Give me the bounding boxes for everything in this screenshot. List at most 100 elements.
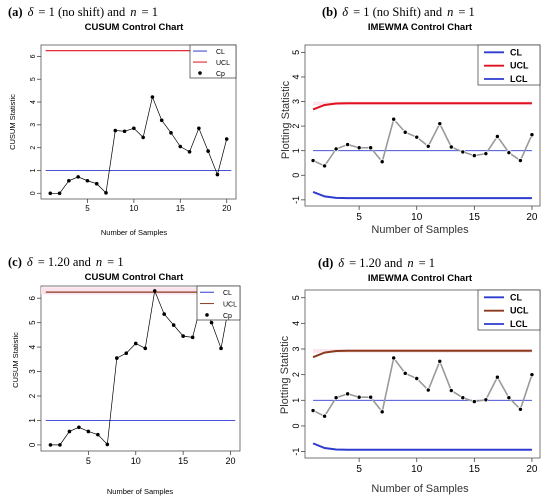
y-tick-label: 2 (291, 372, 301, 377)
x-tick-label: 5 (356, 464, 362, 475)
series-cp-point (67, 429, 72, 434)
y-tick-label: 4 (291, 74, 301, 79)
caption-n-value: = 1 (419, 256, 435, 270)
caption-delta-value: = 1.20 and (349, 256, 403, 270)
x-tick-label: 15 (469, 464, 481, 475)
statistic-point (368, 146, 373, 150)
series-cp-point (58, 443, 62, 447)
y-tick-label: 6 (28, 295, 37, 300)
legend-marker-cp (205, 313, 209, 317)
series-cp-point (169, 131, 173, 135)
legend-label-ucl: UCL (216, 60, 230, 67)
caption-n-value: = 1 (107, 255, 123, 269)
series-cp-point (150, 95, 155, 99)
caption-delta-symbol: δ (338, 256, 344, 270)
series-cp-point (133, 341, 138, 346)
statistic-point (472, 153, 477, 158)
series-cp-point (209, 320, 214, 325)
series-cp-point (85, 178, 90, 183)
series-cp-point (197, 126, 201, 131)
statistic-point (415, 135, 419, 139)
series-cp-point (105, 442, 110, 447)
y-tick-label: 4 (30, 100, 37, 104)
caption-delta-value: = 1.20 and (38, 255, 92, 269)
series-cp-point (219, 346, 223, 351)
x-axis-label: Number of Samples (371, 224, 469, 236)
x-tick-label: 5 (356, 212, 362, 223)
chart-panel-1: (a) δ = 1 (no shift) and n = 1 CUSUM Control … (8, 5, 237, 237)
statistic-point (322, 164, 327, 168)
caption-delta-value: = 1 (no shift) and (38, 5, 126, 19)
panel-caption: (d) δ = 1.20 and n = 1 (318, 256, 435, 270)
x-tick-label: 20 (222, 204, 231, 213)
y-tick-label: 3 (291, 346, 301, 351)
y-axis-label: CUSUM Statistic (8, 94, 17, 150)
series-cp-point (57, 191, 62, 196)
statistic-point (507, 150, 511, 155)
series-cp-point (187, 149, 192, 154)
y-tick-label: 3 (291, 99, 301, 104)
statistic-point (438, 359, 442, 364)
statistic-point (392, 356, 396, 360)
chart-title: IMEWMA Control Chart (368, 273, 473, 284)
y-tick-label: 5 (30, 77, 37, 81)
statistic-point (495, 134, 500, 139)
caption-label: (c) (8, 255, 22, 269)
x-tick-label: 5 (85, 204, 90, 213)
statistic-point (334, 147, 338, 151)
series-lcl-curve (312, 442, 532, 451)
chart-title: CUSUM Control Chart (85, 22, 185, 33)
series-cp-point (224, 137, 229, 141)
y-tick-label: 5 (291, 50, 301, 55)
statistic-point (426, 388, 430, 392)
series-cp-point (159, 118, 164, 123)
statistic-point (472, 399, 477, 404)
series-ucl-curve (312, 102, 532, 111)
statistic-point (495, 375, 500, 379)
series-cp-point (181, 334, 185, 338)
y-tick-label: 1 (28, 418, 37, 423)
ucl-band (41, 287, 240, 295)
y-tick-label: 2 (291, 124, 301, 129)
legend-box (196, 285, 241, 321)
statistic-point (403, 371, 407, 376)
caption-delta-symbol: δ (27, 255, 33, 269)
caption-label: (b) (322, 5, 337, 19)
statistic-point (345, 142, 350, 147)
statistic-point (322, 414, 327, 418)
series-cp-point (190, 335, 195, 340)
series-cp-point (76, 175, 80, 179)
x-axis-label: Number of Samples (101, 228, 168, 237)
series-cp-point (162, 312, 166, 316)
chart-title: CUSUM Control Chart (85, 272, 185, 283)
y-axis-label: Plotting Statistic (280, 80, 292, 159)
caption-label: (a) (8, 5, 23, 19)
y-tick-label: 5 (291, 295, 301, 300)
x-tick-label: 20 (526, 464, 538, 475)
series-cp-line (50, 95, 228, 194)
statistic-point (438, 121, 442, 126)
x-axis-label: Number of Samples (371, 483, 469, 495)
statistic-point (530, 372, 534, 377)
series-cp-point (132, 126, 136, 131)
legend-label-cl: CL (223, 290, 232, 297)
series-cp-point (122, 129, 127, 134)
statistic-point (368, 395, 373, 399)
statistic-point (392, 117, 396, 121)
panel-caption: (c) δ = 1.20 and n = 1 (8, 255, 124, 269)
series-cp-point (48, 191, 53, 196)
series-cp-point (178, 144, 183, 149)
statistic-point (530, 133, 534, 137)
statistic-point (449, 145, 453, 149)
statistic-point (403, 130, 407, 134)
caption-n-symbol: n (407, 256, 413, 270)
statistic-point (345, 392, 350, 396)
series-cp-point (124, 351, 129, 356)
y-tick-label: 5 (28, 320, 37, 325)
series-cp-point (104, 191, 108, 195)
plot-frame (304, 44, 541, 207)
series-cp-point (206, 149, 210, 153)
series-cp-point (77, 425, 81, 430)
legend-label-ucl: UCL (223, 302, 237, 309)
